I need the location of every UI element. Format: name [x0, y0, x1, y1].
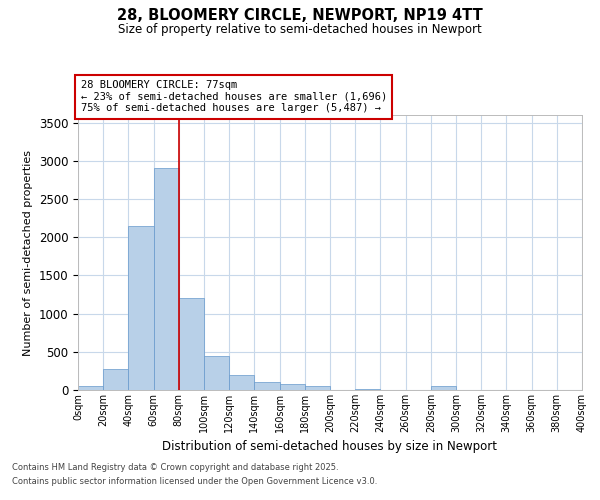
- Bar: [128, 226, 154, 390]
- Bar: [103, 370, 128, 390]
- Text: Size of property relative to semi-detached houses in Newport: Size of property relative to semi-detach…: [118, 22, 482, 36]
- Bar: [78, 386, 103, 390]
- Text: Contains HM Land Registry data © Crown copyright and database right 2025.: Contains HM Land Registry data © Crown c…: [12, 462, 338, 471]
- Bar: [204, 356, 229, 390]
- Bar: [431, 386, 456, 390]
- Y-axis label: Number of semi-detached properties: Number of semi-detached properties: [23, 150, 33, 356]
- Text: 28 BLOOMERY CIRCLE: 77sqm
← 23% of semi-detached houses are smaller (1,696)
75% : 28 BLOOMERY CIRCLE: 77sqm ← 23% of semi-…: [80, 80, 387, 114]
- X-axis label: Distribution of semi-detached houses by size in Newport: Distribution of semi-detached houses by …: [163, 440, 497, 454]
- Text: 28, BLOOMERY CIRCLE, NEWPORT, NP19 4TT: 28, BLOOMERY CIRCLE, NEWPORT, NP19 4TT: [117, 8, 483, 22]
- Bar: [280, 384, 305, 390]
- Bar: [254, 382, 280, 390]
- Bar: [305, 386, 330, 390]
- Bar: [355, 389, 380, 390]
- Bar: [229, 374, 254, 390]
- Text: Contains public sector information licensed under the Open Government Licence v3: Contains public sector information licen…: [12, 478, 377, 486]
- Bar: [154, 168, 179, 390]
- Bar: [179, 298, 204, 390]
